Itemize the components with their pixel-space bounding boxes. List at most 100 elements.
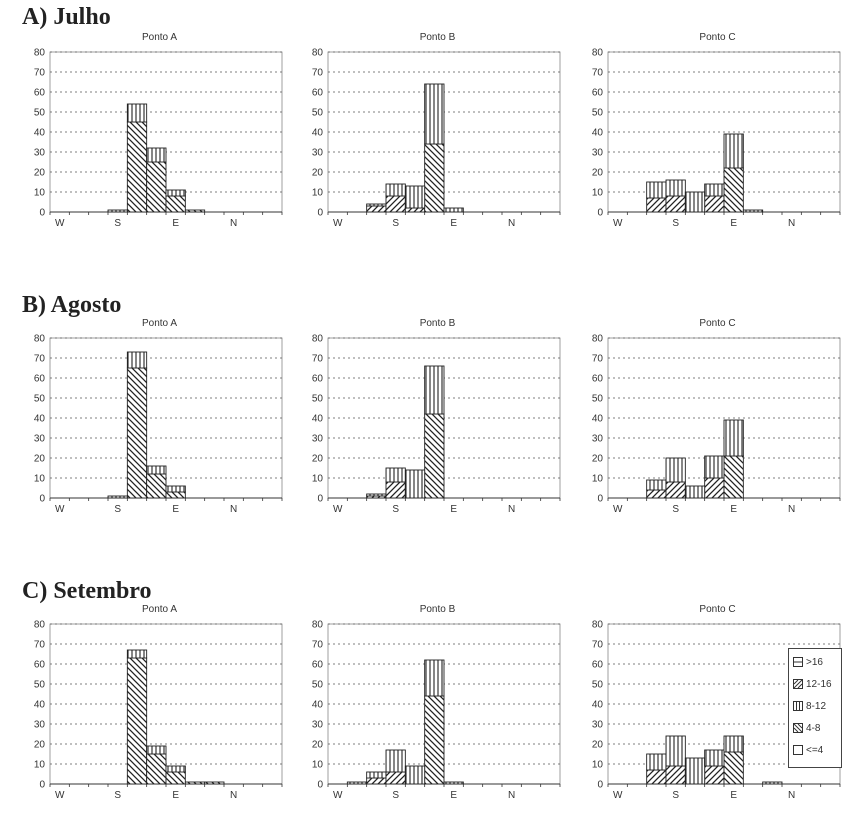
bar-segment: [126, 649, 148, 659]
y-tick-label: 70: [312, 354, 324, 365]
x-tick-label: S: [672, 790, 679, 801]
y-tick-label: 80: [312, 334, 324, 345]
bar-segment: [665, 765, 686, 785]
x-tick-label: W: [333, 790, 343, 801]
x-tick-label: S: [392, 218, 399, 229]
y-tick-label: 70: [312, 640, 324, 651]
y-tick-label: 30: [312, 720, 324, 731]
y-tick-label: 50: [34, 394, 46, 405]
x-tick-label: N: [508, 504, 515, 515]
bar-segment: [704, 765, 725, 785]
bar-segment: [723, 133, 744, 169]
bar-segment: [704, 455, 725, 479]
bar-chart: 0 10 20 30 40 50 60 70 80 W S E N: [592, 48, 841, 229]
x-tick-label: E: [172, 218, 179, 229]
bar-chart: 0 10 20 30 40 50 60 70 80 W S E N: [592, 334, 841, 515]
y-tick-label: 50: [592, 108, 604, 119]
bar-segment: [665, 179, 686, 197]
y-tick-label: 40: [592, 700, 604, 711]
chart-title: Ponto C: [699, 32, 736, 43]
y-tick-label: 80: [592, 334, 604, 345]
x-tick-label: E: [730, 218, 737, 229]
y-tick-label: 0: [39, 780, 45, 791]
bar-segment: [184, 781, 206, 785]
x-tick-label: E: [450, 218, 457, 229]
x-tick-label: S: [114, 218, 121, 229]
bar-segment: [146, 465, 167, 475]
x-tick-label: E: [172, 790, 179, 801]
bar-segment: [404, 765, 426, 785]
y-tick-label: 70: [34, 68, 46, 79]
y-tick-label: 60: [312, 88, 324, 99]
bar-segment: [665, 457, 686, 483]
bar-segment: [742, 209, 764, 213]
y-tick-label: 40: [34, 414, 46, 425]
bar-chart: 0 10 20 30 40 50 60 70 80 W S E N: [34, 620, 283, 801]
y-tick-label: 60: [34, 660, 46, 671]
y-tick-label: 0: [317, 780, 323, 791]
bar-segment: [646, 489, 667, 499]
bar-segment: [646, 769, 667, 785]
bar-segment: [665, 195, 686, 213]
bar-segment: [404, 185, 426, 209]
y-tick-label: 60: [34, 88, 46, 99]
y-tick-label: 10: [34, 188, 46, 199]
x-tick-label: W: [55, 790, 65, 801]
x-tick-label: E: [172, 504, 179, 515]
bar-segment: [684, 757, 706, 785]
y-tick-label: 40: [312, 128, 324, 139]
x-tick-label: S: [114, 790, 121, 801]
chart-panel: 0 10 20 30 40 50 60 70 80 W S E N Ponto B: [300, 604, 575, 804]
y-tick-label: 40: [312, 700, 324, 711]
bar-segment: [723, 751, 744, 785]
y-tick-label: 10: [312, 188, 324, 199]
y-tick-label: 40: [34, 700, 46, 711]
legend-item: 12-16: [793, 677, 832, 691]
y-tick-label: 30: [34, 720, 46, 731]
bar-segment: [385, 195, 406, 213]
y-tick-label: 30: [34, 434, 46, 445]
y-tick-label: 0: [317, 494, 323, 505]
y-tick-label: 70: [592, 354, 604, 365]
x-tick-label: N: [230, 790, 237, 801]
bar-segment: [126, 103, 148, 123]
bar-segment: [366, 771, 387, 779]
y-tick-label: 10: [312, 474, 324, 485]
y-tick-label: 30: [592, 720, 604, 731]
bar-segment: [366, 777, 387, 785]
x-tick-label: E: [450, 504, 457, 515]
bar-chart: 0 10 20 30 40 50 60 70 80 W S E N: [312, 334, 561, 515]
y-tick-label: 60: [312, 660, 324, 671]
y-tick-label: 40: [312, 414, 324, 425]
y-tick-label: 70: [592, 640, 604, 651]
y-tick-label: 20: [592, 168, 604, 179]
x-tick-label: W: [613, 504, 623, 515]
bar-segment: [646, 753, 667, 771]
x-tick-label: N: [788, 504, 795, 515]
x-tick-label: E: [450, 790, 457, 801]
bar-segment: [762, 781, 783, 785]
y-tick-label: 70: [592, 68, 604, 79]
bar-segment: [385, 749, 406, 773]
bar-segment: [723, 455, 744, 499]
y-tick-label: 80: [312, 48, 324, 59]
chart-legend: >16 12-16 8-12 4-8 <=4: [788, 648, 842, 768]
y-tick-label: 40: [592, 414, 604, 425]
y-tick-label: 40: [592, 128, 604, 139]
x-tick-label: W: [333, 504, 343, 515]
y-tick-label: 20: [312, 168, 324, 179]
y-tick-label: 20: [34, 168, 46, 179]
bar-segment: [146, 473, 167, 499]
chart-title: Ponto A: [141, 604, 178, 615]
chart-title: Ponto B: [419, 32, 456, 43]
x-tick-label: E: [730, 504, 737, 515]
legend-swatch-le4: [793, 745, 803, 755]
y-tick-label: 0: [597, 494, 603, 505]
y-tick-label: 20: [592, 454, 604, 465]
bar-segment: [165, 765, 186, 773]
y-tick-label: 80: [34, 620, 46, 631]
bar-segment: [646, 197, 667, 213]
bar-segment: [424, 413, 445, 499]
y-tick-label: 10: [592, 474, 604, 485]
chart-title: Ponto B: [419, 318, 456, 329]
